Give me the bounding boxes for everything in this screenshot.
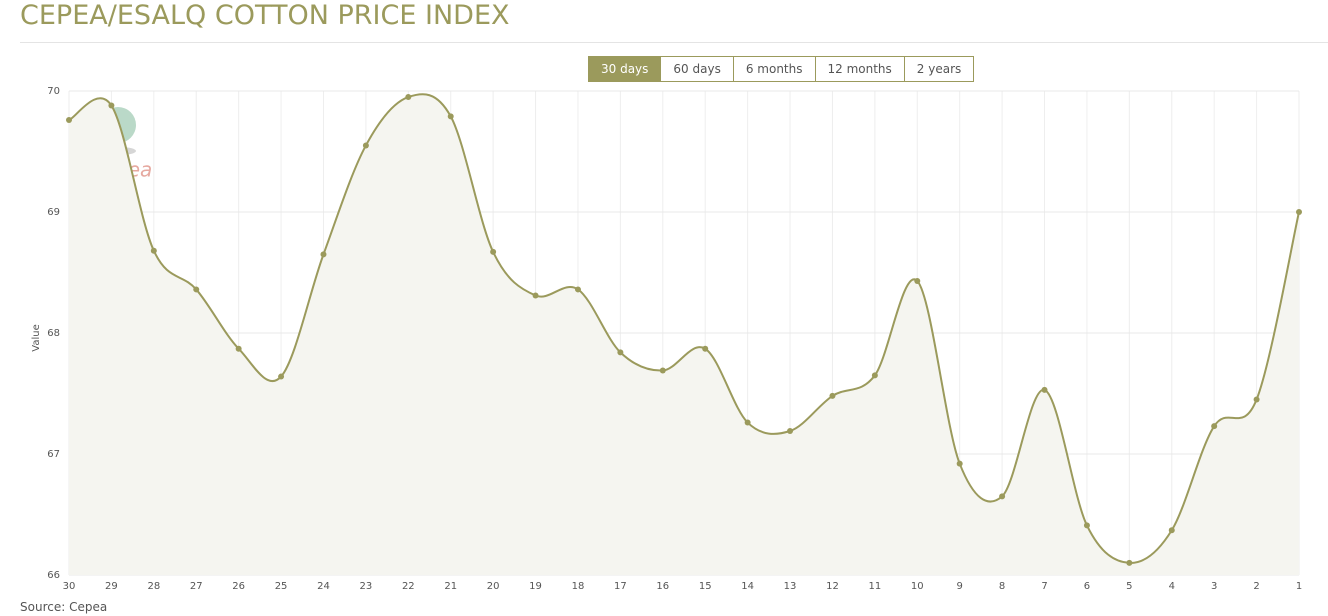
y-tick-label: 66: [47, 570, 60, 581]
point: [490, 248, 497, 255]
range-button[interactable]: 6 months: [732, 56, 816, 82]
point: [150, 247, 157, 254]
range-button[interactable]: 30 days: [588, 56, 662, 82]
point: [617, 349, 624, 356]
x-tick-label: 21: [444, 581, 457, 592]
y-tick-label: 67: [47, 449, 60, 460]
x-tick-label: 14: [741, 581, 754, 592]
point: [1296, 209, 1302, 215]
point: [744, 419, 751, 426]
y-tick-label: 68: [47, 328, 60, 339]
x-tick-label: 5: [1126, 581, 1132, 592]
x-tick-label: 26: [232, 581, 245, 592]
x-tick-label: 4: [1169, 581, 1175, 592]
y-axis-label: Value: [31, 324, 42, 351]
y-tick-label: 70: [47, 86, 60, 97]
point: [914, 277, 921, 284]
point: [829, 392, 836, 399]
x-tick-label: 2: [1253, 581, 1259, 592]
x-tick-label: 27: [190, 581, 203, 592]
point: [1126, 559, 1133, 566]
x-tick-label: 13: [784, 581, 797, 592]
range-button[interactable]: 2 years: [903, 56, 975, 82]
source: Source: Cepea: [20, 600, 108, 614]
point: [532, 292, 539, 299]
point: [278, 373, 285, 380]
x-tick-label: 9: [957, 581, 963, 592]
point: [871, 372, 878, 379]
point: [956, 460, 963, 467]
chart: cepea Value 3029282726252423222120191817…: [31, 86, 1302, 592]
divider: [20, 42, 1328, 43]
x-tick-label: 22: [402, 581, 415, 592]
x-tick-label: 6: [1084, 581, 1090, 592]
x-tick-label: 25: [275, 581, 288, 592]
point: [1253, 396, 1260, 403]
x-tick-label: 29: [105, 581, 118, 592]
range-button[interactable]: 60 days: [660, 56, 734, 82]
x-tick-label: 28: [147, 581, 160, 592]
area: [69, 94, 1299, 575]
point: [659, 367, 666, 374]
point: [66, 117, 72, 124]
x-tick-label: 15: [699, 581, 712, 592]
point: [1041, 386, 1048, 393]
x-tick-label: 3: [1211, 581, 1217, 592]
x-tick-label: 11: [868, 581, 881, 592]
x-tick-label: 16: [656, 581, 669, 592]
page-title: CEPEA/ESALQ COTTON PRICE INDEX: [20, 0, 510, 31]
point: [787, 428, 794, 435]
x-tick-label: 12: [826, 581, 839, 592]
point: [1083, 522, 1090, 529]
x-tick-label: 17: [614, 581, 627, 592]
x-tick-label: 24: [317, 581, 330, 592]
point: [320, 251, 327, 258]
x-tick-label: 18: [572, 581, 585, 592]
x-tick-label: 8: [999, 581, 1005, 592]
x-tick-label: 10: [911, 581, 924, 592]
x-tick-label: 23: [360, 581, 373, 592]
range-button[interactable]: 12 months: [814, 56, 905, 82]
x-tick-label: 7: [1041, 581, 1047, 592]
point: [1168, 527, 1175, 534]
point: [702, 345, 709, 352]
y-tick-label: 69: [47, 207, 60, 218]
point: [574, 286, 581, 293]
point: [999, 493, 1006, 500]
point: [108, 102, 115, 109]
range-buttons: 30 days 60 days 6 months 12 months 2 years: [588, 56, 975, 82]
x-tick-label: 1: [1296, 581, 1302, 592]
point: [193, 286, 200, 293]
x-tick-label: 30: [63, 581, 76, 592]
point: [235, 345, 242, 352]
x-tick-label: 19: [529, 581, 542, 592]
x-tick-label: 20: [487, 581, 500, 592]
point: [447, 113, 454, 120]
point: [405, 94, 412, 101]
point: [362, 142, 369, 149]
point: [1211, 423, 1218, 430]
